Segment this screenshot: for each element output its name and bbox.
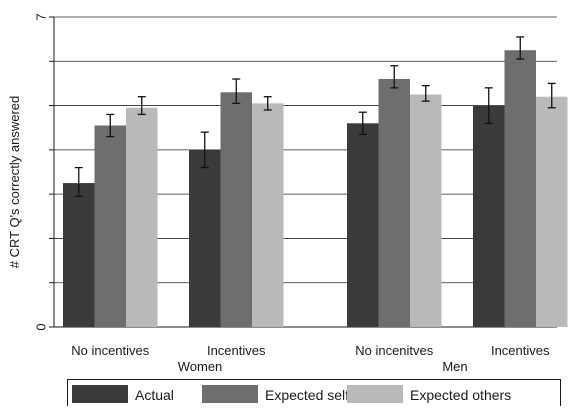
error-bar-1-0 — [106, 113, 115, 138]
error-bar-0-2 — [358, 111, 367, 136]
legend-swatch-2 — [347, 385, 403, 403]
legend-entry-1: Expected self — [202, 385, 349, 403]
category-label-0: No incentives — [71, 343, 150, 358]
x-axis-labels: No incentives Incentives No incenitves Ince… — [71, 343, 550, 374]
bar-actual-3 — [473, 105, 505, 327]
bar-expected-others-1 — [252, 103, 284, 327]
error-bar-0-1 — [200, 131, 209, 169]
bar-expected-self-2 — [378, 79, 410, 327]
bar-actual-0 — [63, 183, 95, 327]
y-tick-label-1: 7 — [33, 13, 48, 20]
error-bar-2-2 — [421, 84, 430, 102]
category-label-2: No incenitves — [355, 343, 434, 358]
legend-entry-2: Expected others — [347, 385, 511, 403]
axes: # CRT Q's correctly answered 0 7 — [7, 13, 557, 331]
legend-box — [67, 379, 561, 410]
category-label-1: Incentives — [207, 343, 266, 358]
bar-expected-others-0 — [126, 107, 158, 328]
legend-swatch-0 — [72, 385, 128, 403]
error-bar-0-0 — [74, 166, 83, 198]
bar-actual-2 — [347, 123, 379, 328]
error-bar-2-3 — [547, 82, 556, 109]
bar-expected-self-3 — [504, 50, 536, 327]
legend: Actual Expected self Expected others — [67, 379, 561, 410]
y-tick-label-0: 0 — [33, 323, 48, 330]
legend-swatch-1 — [202, 385, 258, 403]
legend-label-2: Expected others — [410, 387, 511, 403]
group-label-women: Women — [178, 359, 223, 374]
bar-expected-self-1 — [220, 92, 252, 328]
bars — [63, 50, 568, 328]
error-bar-1-3 — [516, 36, 525, 60]
error-bar-1-1 — [232, 78, 241, 105]
bar-expected-others-3 — [536, 96, 568, 327]
legend-label-0: Actual — [135, 387, 174, 403]
bar-actual-1 — [189, 149, 221, 327]
error-bar-1-2 — [390, 65, 399, 89]
error-bar-2-1 — [263, 96, 272, 111]
y-axis-label: # CRT Q's correctly answered — [7, 96, 22, 269]
error-bars — [74, 36, 556, 198]
legend-entry-0: Actual — [72, 385, 174, 403]
group-label-men: Men — [442, 359, 467, 374]
legend-label-1: Expected self — [265, 387, 349, 403]
bar-expected-others-2 — [410, 94, 442, 327]
category-label-3: Incentives — [491, 343, 550, 358]
error-bar-2-0 — [137, 96, 146, 116]
error-bar-0-3 — [484, 87, 493, 124]
bar-expected-self-0 — [94, 125, 126, 327]
